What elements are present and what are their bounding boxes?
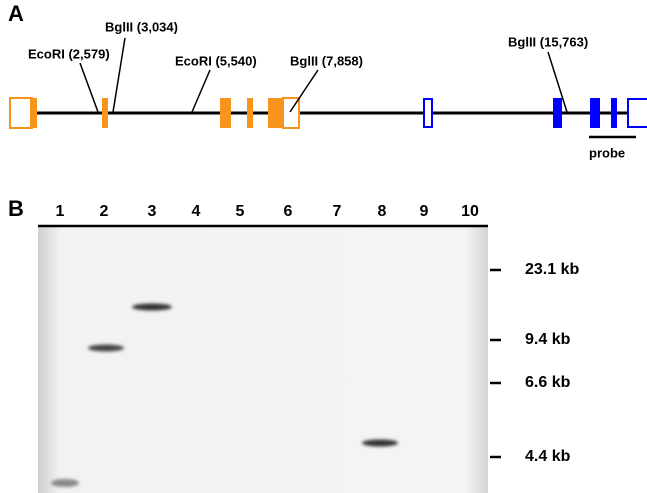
site-label: BglII (7,858) bbox=[290, 53, 363, 68]
lane-label: 2 bbox=[100, 203, 109, 220]
lane-label: 3 bbox=[148, 203, 157, 220]
probe-label: probe bbox=[589, 145, 625, 160]
marker-label: 9.4 kb bbox=[525, 331, 571, 348]
lane-label: 4 bbox=[192, 203, 201, 220]
panel-label: B bbox=[8, 196, 24, 221]
lane-label: 7 bbox=[333, 203, 342, 220]
site-label: BglII (15,763) bbox=[508, 34, 588, 49]
site-label: BglII (3,034) bbox=[105, 19, 178, 34]
marker-label: 23.1 kb bbox=[525, 261, 579, 278]
site-label: EcoRI (5,540) bbox=[175, 53, 257, 68]
lane-label: 10 bbox=[461, 203, 479, 220]
marker-label: 6.6 kb bbox=[525, 374, 571, 391]
panel-label: A bbox=[8, 1, 24, 26]
figure: A EcoRI (2,579) BglII (3,034) EcoRI (5,5… bbox=[0, 0, 647, 493]
lane-label: 1 bbox=[56, 203, 65, 220]
marker-label: 4.4 kb bbox=[525, 448, 571, 465]
lane-label: 8 bbox=[378, 203, 387, 220]
lane-label: 5 bbox=[236, 203, 245, 220]
blot bbox=[38, 226, 488, 493]
site-label: EcoRI (2,579) bbox=[28, 46, 110, 61]
lane-label: 6 bbox=[284, 203, 293, 220]
lane-label: 9 bbox=[420, 203, 429, 220]
